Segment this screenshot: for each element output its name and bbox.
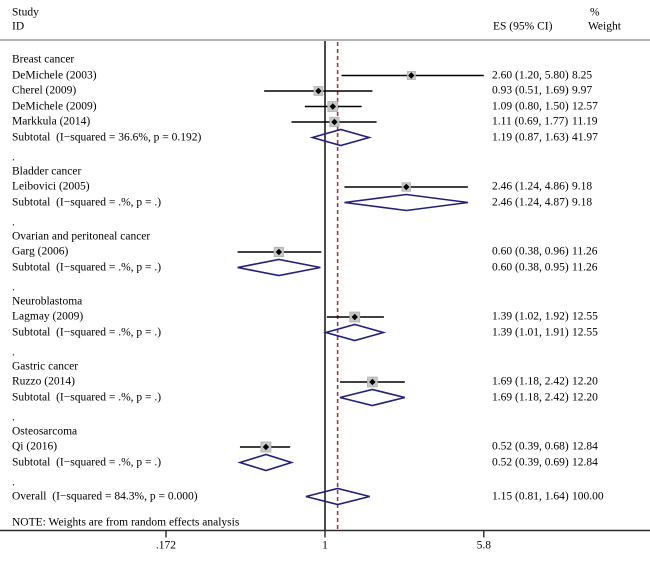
es-value: 1.39 (1.01, 1.91)	[492, 326, 569, 338]
header-study: Study	[12, 6, 39, 19]
es-value: 1.11 (0.69, 1.77)	[492, 115, 569, 128]
subtotal-diamond	[322, 323, 387, 342]
subtotal-label: Subtotal (I−squared = .%, p = .)	[12, 456, 162, 468]
axis-tick-label: 5.8	[476, 539, 491, 552]
es-value: 1.15 (0.81, 1.64)	[492, 490, 569, 502]
point-marker	[403, 183, 410, 191]
subtotal-label: Subtotal (I−squared = .%, p = .)	[12, 326, 162, 338]
subtotal-label: Subtotal (I−squared = .%, p = .)	[12, 196, 162, 208]
study-name: Leibovici (2005)	[12, 180, 90, 193]
weight-value: 11.26	[572, 261, 598, 273]
subtotal-label: Subtotal (I−squared = .%, p = .)	[12, 391, 162, 403]
point-marker	[262, 443, 270, 451]
axis-tick-label: .172	[155, 539, 177, 552]
study-name: Garg (2006)	[12, 245, 69, 258]
separator-dot: .	[12, 281, 15, 293]
weight-value: 12.20	[572, 391, 598, 403]
es-value: 0.52 (0.39, 0.68)	[492, 440, 569, 453]
separator-dot: .	[12, 346, 15, 358]
weight-value: 9.18	[572, 196, 593, 208]
point-marker	[315, 87, 322, 95]
weight-value: 12.84	[572, 440, 598, 453]
point-marker	[408, 72, 415, 79]
header-id: ID	[12, 20, 25, 33]
es-value: 0.93 (0.51, 1.69)	[492, 84, 569, 97]
es-value: 1.69 (1.18, 2.42)	[492, 391, 569, 403]
separator-dot: .	[12, 151, 15, 163]
point-marker	[369, 378, 376, 386]
group-label: Ovarian and peritoneal cancer	[12, 230, 151, 242]
subtotal-diamond	[344, 193, 469, 212]
study-name: Ruzzo (2014)	[12, 375, 75, 388]
subtotal-label: Subtotal (I−squared = .%, p = .)	[12, 261, 162, 273]
subtotal-diamond	[309, 128, 373, 147]
es-value: 1.69 (1.18, 2.42)	[492, 375, 569, 388]
study-name: Markkula (2014)	[12, 115, 91, 128]
subtotal-diamond	[237, 258, 321, 277]
point-marker	[351, 313, 358, 321]
es-value: 0.60 (0.38, 0.95)	[492, 261, 569, 273]
separator-dot: .	[12, 411, 15, 423]
weight-value: 12.55	[572, 326, 598, 338]
axis-tick-label: 1	[322, 539, 328, 552]
overall-label: Overall (I−squared = 84.3%, p = 0.000)	[12, 490, 198, 502]
header-es-ci: ES (95% CI)	[493, 20, 553, 33]
study-name: Cherel (2009)	[12, 84, 77, 97]
es-value: 0.52 (0.39, 0.69)	[492, 456, 569, 468]
es-value: 1.39 (1.02, 1.92)	[492, 310, 569, 323]
study-name: DeMichele (2009)	[12, 100, 97, 112]
point-marker	[331, 118, 338, 126]
es-value: 2.60 (1.20, 5.80)	[492, 69, 569, 81]
separator-dot: .	[12, 476, 15, 488]
weight-value: 9.18	[572, 180, 593, 193]
subtotal-diamond	[339, 388, 406, 407]
subtotal-label: Subtotal (I−squared = 36.6%, p = 0.192)	[12, 131, 202, 143]
weight-value: 100.00	[572, 490, 604, 502]
es-value: 2.46 (1.24, 4.86)	[492, 180, 569, 193]
es-value: 2.46 (1.24, 4.87)	[492, 196, 569, 208]
group-label: Breast cancer	[12, 53, 75, 66]
subtotal-diamond	[237, 453, 295, 472]
es-value: 0.60 (0.38, 0.96)	[492, 245, 569, 258]
weight-value: 12.57	[572, 100, 598, 112]
weight-value: 12.55	[572, 310, 598, 323]
group-label: Bladder cancer	[12, 165, 82, 177]
weight-value: 12.84	[572, 456, 598, 468]
weight-value: 12.20	[572, 375, 598, 388]
weight-value: 9.97	[572, 84, 593, 97]
separator-dot: .	[12, 216, 15, 228]
weight-value: 11.19	[572, 115, 598, 128]
study-name: Lagmay (2009)	[12, 310, 84, 323]
weight-value: 11.26	[572, 245, 598, 258]
point-marker	[275, 248, 283, 256]
note-text: NOTE: Weights are from random effects an…	[12, 516, 240, 529]
group-label: Osteosarcoma	[12, 425, 78, 437]
group-label: Neuroblastoma	[12, 295, 83, 307]
es-value: 1.09 (0.80, 1.50)	[492, 100, 569, 112]
overall-diamond	[305, 487, 370, 506]
weight-value: 41.97	[572, 131, 598, 143]
header-weight: Weight	[588, 20, 621, 33]
group-label: Gastric cancer	[12, 360, 79, 372]
es-value: 1.19 (0.87, 1.63)	[492, 131, 569, 143]
study-name: DeMichele (2003)	[12, 69, 97, 81]
study-name: Qi (2016)	[12, 440, 58, 453]
header-pct: %	[590, 6, 600, 19]
point-marker	[329, 103, 336, 110]
weight-value: 8.25	[572, 69, 593, 81]
